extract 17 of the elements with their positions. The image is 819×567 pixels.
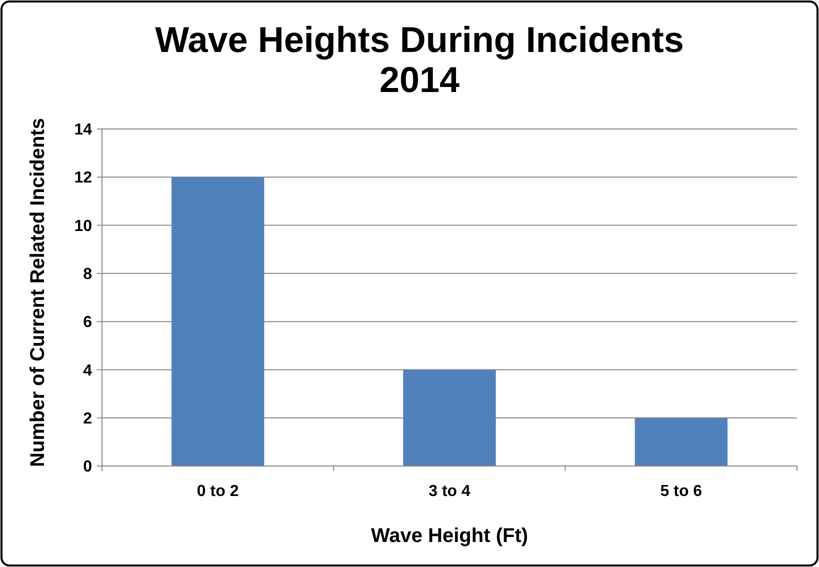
y-tick-label: 4 (83, 362, 92, 380)
y-tick-label: 0 (83, 458, 92, 476)
x-axis-title: Wave Height (Ft) (370, 525, 528, 547)
y-tick-label: 10 (74, 218, 92, 235)
bar (172, 177, 264, 466)
y-tick-label: 12 (74, 170, 92, 187)
y-tick-label: 6 (83, 314, 92, 332)
bar (634, 418, 728, 466)
y-tick-label: 8 (83, 266, 92, 284)
x-tick-label: 5 to 6 (660, 483, 702, 500)
y-axis-title: Number of Current Related Incidents (27, 118, 49, 467)
y-tick-label: 2 (83, 410, 92, 428)
y-tick-label: 14 (74, 122, 92, 139)
x-tick-label: 0 to 2 (196, 483, 239, 500)
bar (403, 370, 496, 466)
chart-title: Wave Heights During Incidents 2014 (155, 19, 684, 100)
x-tick-label: 3 to 4 (428, 483, 470, 500)
